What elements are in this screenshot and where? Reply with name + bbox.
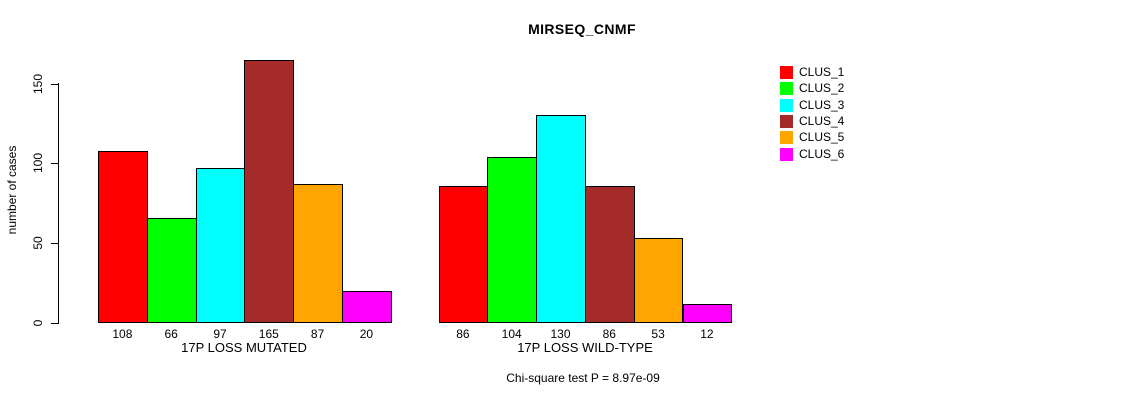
legend-swatch-clus_2: [780, 82, 793, 96]
bar-value-label: 66: [164, 327, 178, 341]
legend-swatch-clus_5: [780, 131, 793, 145]
y-tick: [51, 83, 59, 85]
legend-swatch-clus_4: [780, 114, 793, 128]
y-tick-label: 100: [31, 153, 45, 174]
chart-title: MIRSEQ_CNMF: [528, 21, 636, 37]
y-tick-label: 50: [31, 236, 45, 250]
group-label-17p-loss-wild-type: 17P LOSS WILD-TYPE: [517, 340, 653, 355]
group-label-17p-loss-mutated: 17P LOSS MUTATED: [181, 340, 307, 355]
bar-value-label: 53: [651, 327, 665, 341]
y-axis-label: number of cases: [5, 145, 19, 235]
bar-value-label: 165: [258, 327, 279, 341]
bar-clus_2-group2: [487, 156, 538, 323]
legend-swatch-clus_1: [780, 66, 793, 79]
legend-label-clus_2: CLUS_2: [799, 81, 845, 96]
bar-clus_1-group1: [98, 150, 148, 323]
chi-square-annotation: Chi-square test P = 8.97e-09: [506, 371, 660, 385]
legend-label-clus_4: CLUS_4: [799, 113, 845, 128]
bar-value-label: 104: [501, 327, 522, 341]
bar-clus_4-group2: [584, 185, 635, 323]
y-tick-label: 150: [31, 73, 45, 94]
bar-value-label: 97: [213, 327, 227, 341]
bar-clus_5-group2: [633, 238, 684, 323]
legend-label-clus_3: CLUS_3: [799, 97, 845, 112]
bar-clus_5-group1: [293, 184, 343, 323]
y-tick: [51, 243, 59, 245]
y-tick: [51, 163, 59, 165]
legend-swatch-clus_6: [780, 147, 793, 161]
legend-swatch-clus_3: [780, 98, 793, 112]
legend-label-clus_1: CLUS_1: [799, 65, 845, 79]
bar-value-label: 87: [310, 327, 325, 341]
y-tick-label: 0: [31, 319, 45, 327]
legend-label-clus_5: CLUS_5: [799, 130, 845, 145]
bar-value-label: 12: [700, 327, 714, 341]
bar-clus_2-group1: [146, 217, 197, 323]
bar-clus_4-group1: [244, 59, 295, 323]
y-tick: [51, 323, 59, 324]
bar-clus_1-group2: [438, 185, 489, 323]
bar-clus_3-group2: [536, 115, 586, 323]
bar-value-label: 86: [456, 327, 470, 341]
bar-value-label: 86: [602, 327, 616, 341]
bar-value-label: 108: [112, 327, 133, 341]
bar-clus_6-group2: [682, 303, 733, 323]
bar-clus_3-group1: [195, 168, 246, 323]
bar-value-label: 130: [550, 327, 571, 341]
legend-label-clus_6: CLUS_6: [799, 146, 845, 161]
bar-value-label: 20: [359, 327, 374, 341]
bar-clus_6-group1: [342, 291, 392, 323]
y-axis-line: [58, 83, 59, 324]
